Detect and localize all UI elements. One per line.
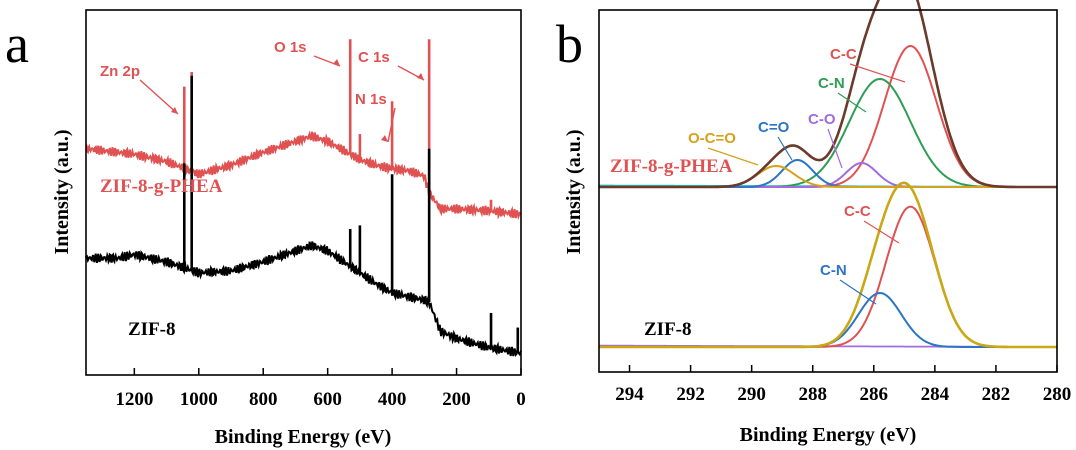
component-label: O-C=O (688, 130, 736, 147)
panel-b-x-ticks: 294 292 290 288 286 284 282 280 (615, 365, 1071, 405)
panel-a-x-axis-label: Binding Energy (eV) (215, 426, 392, 448)
x-tick-label: 400 (378, 389, 407, 410)
annotation-arrowhead (381, 135, 388, 142)
annotation-label: C 1s (358, 49, 390, 66)
x-tick-label: 286 (860, 384, 889, 405)
panel-a-y-axis-label: Intensity (a.u.) (51, 129, 73, 254)
panel-a-sample-label-1: ZIF-8-g-PHEA (100, 176, 223, 197)
component-pointer (837, 92, 867, 113)
annotation-arrow (139, 79, 179, 115)
panel-a-sample-label-2: ZIF-8 (128, 319, 176, 340)
panel-a: Zn 2pO 1sN 1sC 1s 1200 1000 800 600 400 200 0 … (51, 9, 526, 448)
annotation-arrowhead (171, 107, 178, 114)
panel-b-letter: b (556, 14, 583, 74)
panel-b-y-axis-label: Intensity (a.u.) (563, 129, 585, 254)
series-zif-8-line (85, 241, 522, 357)
x-tick-label: 0 (516, 389, 526, 410)
panel-a-curves (85, 39, 522, 357)
panel-b-annotations: C-C C-N C-O C=O O-C=O C-C C-N (688, 46, 906, 305)
component-pointer (849, 63, 906, 83)
x-tick-label: 282 (982, 384, 1011, 405)
annotation-arrowhead (333, 59, 340, 66)
panel-b: C-CC-NC-OC=OO-C=OC-CC-N 294 292 290 288 286 2… (563, 0, 1071, 446)
component-label: C-N (820, 262, 847, 279)
panel-a-frame (85, 9, 522, 376)
x-tick-label: 288 (798, 384, 827, 405)
x-tick-label: 280 (1043, 384, 1072, 405)
panel-a-x-ticks: 1200 1000 800 600 400 200 0 (115, 368, 526, 410)
component-pointer (863, 220, 900, 244)
panel-b-sample-label-2: ZIF-8 (644, 319, 692, 340)
component-pointer (777, 136, 793, 161)
annotation-label: Zn 2p (100, 63, 140, 80)
x-tick-label: 600 (313, 389, 342, 410)
component-pointer (839, 279, 877, 305)
component-label: C-C (830, 46, 857, 63)
envelope-line (599, 181, 1057, 349)
panel-b-x-axis-label: Binding Energy (eV) (740, 424, 917, 446)
x-tick-label: 1000 (180, 389, 218, 410)
component-label: C-C (844, 203, 871, 220)
panel-a-annotations: Zn 2p O 1s N 1s C 1s (100, 39, 425, 143)
panel-b-frame (598, 9, 1058, 373)
component-label: C-N (818, 75, 845, 92)
envelope-line (599, 0, 1057, 189)
x-tick-label: 292 (676, 384, 705, 405)
annotation-label: N 1s (355, 91, 387, 108)
x-tick-label: 800 (249, 389, 278, 410)
x-tick-label: 284 (921, 384, 950, 405)
panel-b-sample-label-1: ZIF-8-g-PHEA (610, 156, 733, 177)
panel-a-letter: a (5, 14, 29, 74)
component-pointer (707, 147, 759, 166)
x-tick-label: 1200 (115, 389, 153, 410)
annotation-label: O 1s (274, 39, 307, 56)
series-zif-8-g-phea-line (85, 130, 522, 221)
x-tick-label: 290 (737, 384, 766, 405)
annotation-arrowhead (417, 73, 424, 80)
component-label: C=O (758, 119, 790, 136)
component-pointer (827, 128, 843, 169)
annotation-arrow (387, 107, 396, 143)
x-tick-label: 200 (442, 389, 471, 410)
panel-b-curves (598, 0, 1057, 349)
component-label: C-O (808, 111, 836, 128)
x-tick-label: 294 (615, 384, 644, 405)
